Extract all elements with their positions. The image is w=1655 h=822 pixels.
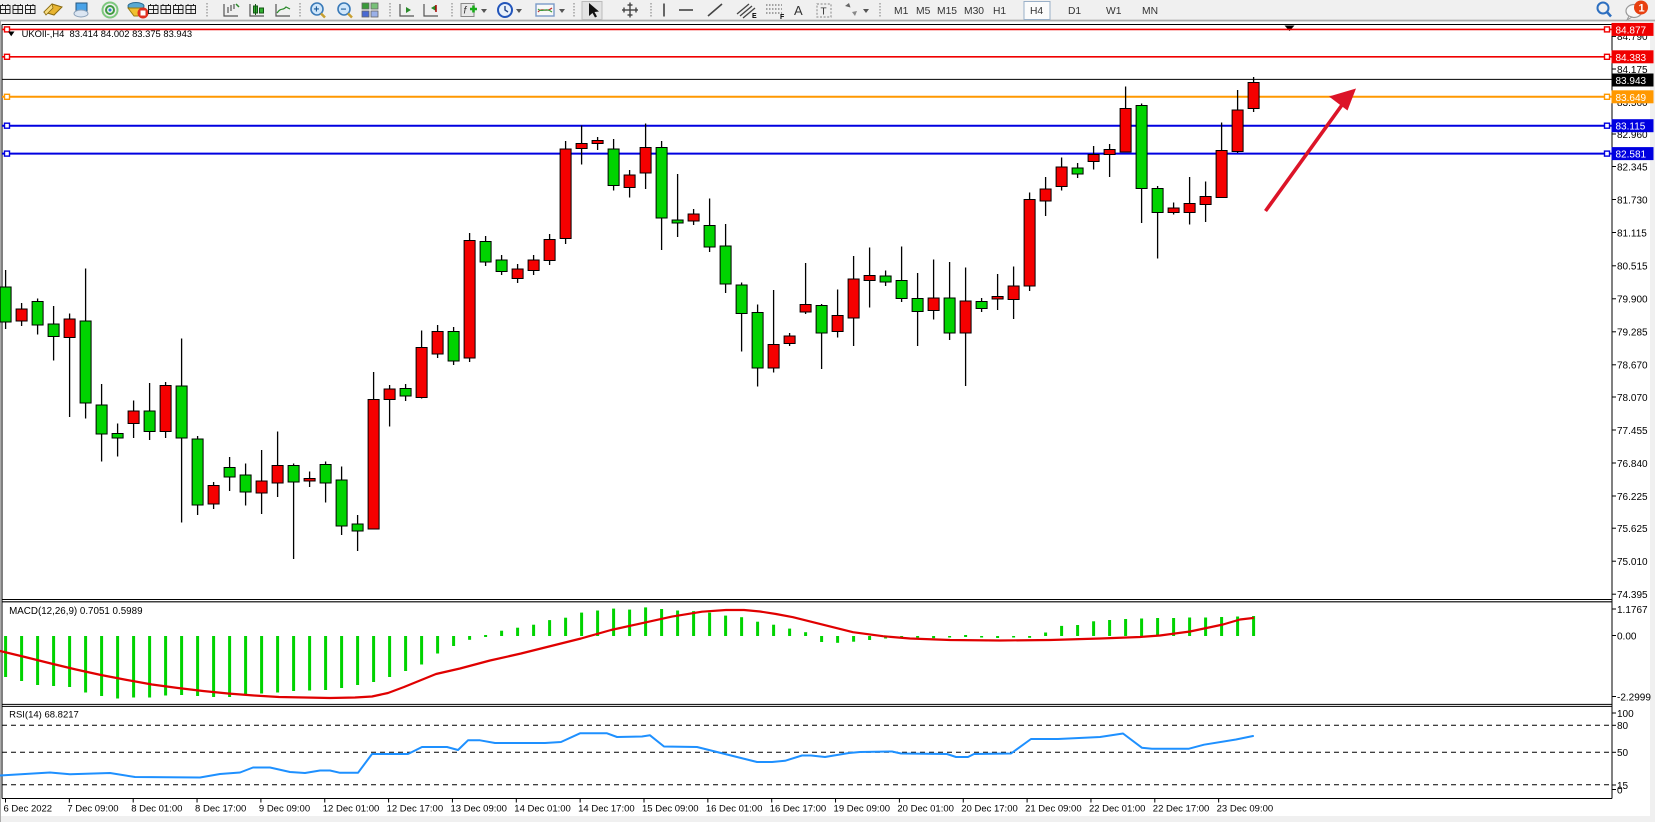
svg-text:19 Dec 09:00: 19 Dec 09:00 xyxy=(834,804,891,815)
svg-text:M5: M5 xyxy=(916,6,931,17)
svg-text:75.625: 75.625 xyxy=(1617,524,1648,535)
svg-text:12 Dec 01:00: 12 Dec 01:00 xyxy=(323,804,380,815)
svg-text:21 Dec 09:00: 21 Dec 09:00 xyxy=(1025,804,1082,815)
svg-text:15: 15 xyxy=(1617,781,1629,792)
svg-text:75.010: 75.010 xyxy=(1617,557,1648,568)
svg-text:84.383: 84.383 xyxy=(1616,53,1647,64)
svg-text:MACD(12,26,9) 0.7051 0.5989: MACD(12,26,9) 0.7051 0.5989 xyxy=(9,606,142,617)
svg-text:82.960: 82.960 xyxy=(1617,130,1648,141)
svg-text:81.730: 81.730 xyxy=(1617,195,1648,206)
svg-text:12 Dec 17:00: 12 Dec 17:00 xyxy=(387,804,444,815)
svg-text:84.790: 84.790 xyxy=(1617,32,1648,43)
svg-text:-2.2999: -2.2999 xyxy=(1617,692,1651,703)
svg-text:78.670: 78.670 xyxy=(1617,361,1648,372)
svg-text:16 Dec 01:00: 16 Dec 01:00 xyxy=(706,804,763,815)
svg-text:22 Dec 17:00: 22 Dec 17:00 xyxy=(1153,804,1210,815)
svg-text:13 Dec 09:00: 13 Dec 09:00 xyxy=(450,804,507,815)
svg-text:6 Dec 2022: 6 Dec 2022 xyxy=(4,804,53,815)
svg-text:81.115: 81.115 xyxy=(1617,228,1647,239)
svg-text:76.840: 76.840 xyxy=(1617,459,1648,470)
svg-text:76.225: 76.225 xyxy=(1617,492,1648,503)
svg-text:80.515: 80.515 xyxy=(1617,262,1648,273)
svg-text:23 Dec 09:00: 23 Dec 09:00 xyxy=(1217,804,1274,815)
svg-text:77.455: 77.455 xyxy=(1617,426,1648,437)
svg-text:16 Dec 17:00: 16 Dec 17:00 xyxy=(770,804,827,815)
svg-text:A: A xyxy=(794,3,803,18)
svg-text:83.115: 83.115 xyxy=(1616,122,1646,133)
svg-text:80: 80 xyxy=(1617,721,1629,732)
svg-text:74.395: 74.395 xyxy=(1617,590,1648,601)
svg-text:M30: M30 xyxy=(964,6,984,17)
svg-text:1: 1 xyxy=(1639,3,1645,15)
svg-text:22 Dec 01:00: 22 Dec 01:00 xyxy=(1089,804,1146,815)
svg-text:1.1767: 1.1767 xyxy=(1617,605,1648,616)
svg-text:H4: H4 xyxy=(1030,6,1043,17)
svg-text:F: F xyxy=(780,14,785,21)
svg-text:78.070: 78.070 xyxy=(1617,393,1648,404)
svg-text:0: 0 xyxy=(1617,785,1623,796)
svg-text:79.900: 79.900 xyxy=(1617,295,1648,306)
svg-text:15 Dec 09:00: 15 Dec 09:00 xyxy=(642,804,699,815)
svg-text:7 Dec 09:00: 7 Dec 09:00 xyxy=(67,804,118,815)
svg-text:79.285: 79.285 xyxy=(1617,328,1648,339)
svg-text:+: + xyxy=(314,5,320,16)
svg-text:83.649: 83.649 xyxy=(1616,93,1647,104)
svg-text:E: E xyxy=(752,13,757,20)
svg-text:83.943: 83.943 xyxy=(1616,76,1647,87)
svg-text:MN: MN xyxy=(1142,6,1158,17)
svg-text:W1: W1 xyxy=(1106,6,1122,17)
svg-text:f: f xyxy=(464,6,468,17)
svg-text:H1: H1 xyxy=(993,6,1006,17)
svg-text:82.345: 82.345 xyxy=(1617,162,1648,173)
svg-text:14 Dec 17:00: 14 Dec 17:00 xyxy=(578,804,635,815)
svg-text:14 Dec 01:00: 14 Dec 01:00 xyxy=(514,804,571,815)
svg-text:−: − xyxy=(341,5,347,16)
svg-text:D1: D1 xyxy=(1068,6,1081,17)
svg-text:M1: M1 xyxy=(894,6,909,17)
svg-text:82.581: 82.581 xyxy=(1616,150,1647,161)
svg-text:8 Dec 01:00: 8 Dec 01:00 xyxy=(131,804,182,815)
svg-text:50: 50 xyxy=(1617,748,1629,759)
svg-text:20 Dec 01:00: 20 Dec 01:00 xyxy=(897,804,954,815)
svg-text:84.877: 84.877 xyxy=(1616,25,1647,36)
svg-text:RSI(14) 68.8217: RSI(14) 68.8217 xyxy=(9,710,79,721)
svg-text:0.00: 0.00 xyxy=(1617,631,1637,642)
svg-text:20 Dec 17:00: 20 Dec 17:00 xyxy=(961,804,1018,815)
svg-text:8 Dec 17:00: 8 Dec 17:00 xyxy=(195,804,246,815)
svg-text:9 Dec 09:00: 9 Dec 09:00 xyxy=(259,804,310,815)
svg-text:84.175: 84.175 xyxy=(1617,65,1648,76)
svg-text:100: 100 xyxy=(1617,709,1634,720)
svg-text:M15: M15 xyxy=(937,6,957,17)
svg-text:UKOIl-,H4 83.414 84.002 83.37: UKOIl-,H4 83.414 84.002 83.375 83.943 xyxy=(22,28,192,39)
svg-text:T: T xyxy=(821,7,827,18)
